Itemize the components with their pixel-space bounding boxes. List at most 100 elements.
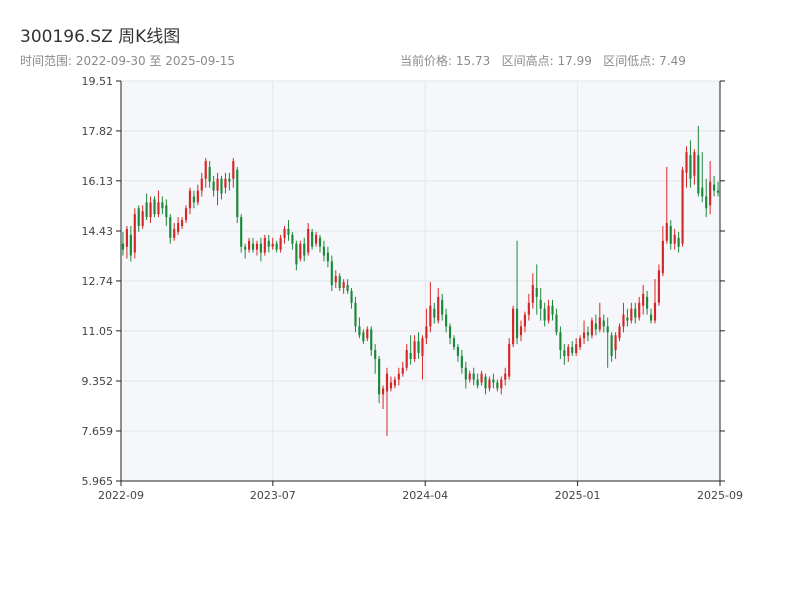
candle	[480, 370, 483, 386]
candle	[669, 220, 672, 250]
candle-body	[673, 234, 676, 244]
candle-body	[334, 276, 337, 283]
candle	[531, 273, 534, 309]
candle	[145, 193, 148, 221]
candle	[212, 175, 215, 197]
candle	[417, 332, 420, 359]
candle-body	[381, 388, 385, 395]
candle	[441, 293, 444, 321]
candle	[429, 282, 432, 333]
candle-body	[346, 285, 349, 291]
candle	[149, 196, 152, 224]
candle-body	[492, 379, 495, 383]
candle	[279, 234, 282, 253]
candle-body	[354, 302, 357, 327]
candle-body	[642, 293, 645, 306]
candle	[196, 184, 199, 206]
y-tick-label: 5.965	[82, 475, 114, 488]
candle-body	[448, 326, 452, 339]
candle	[646, 290, 649, 315]
candle-body	[421, 338, 424, 356]
candle	[311, 228, 314, 250]
candle	[425, 308, 428, 345]
candle	[157, 190, 160, 218]
candle-body	[267, 240, 270, 247]
candle	[488, 376, 491, 392]
candle-body	[512, 308, 515, 345]
candle-body	[677, 237, 680, 247]
candle-body	[630, 308, 633, 321]
candle	[512, 305, 515, 348]
candle-body	[579, 338, 582, 348]
candle-body	[445, 314, 448, 327]
candle	[614, 332, 617, 359]
y-tick-label: 16.13	[82, 175, 114, 188]
candle	[610, 332, 613, 362]
candle	[563, 344, 566, 365]
candle	[401, 361, 404, 377]
candle	[626, 308, 629, 327]
candle	[547, 299, 550, 324]
candle	[240, 214, 243, 253]
candle	[326, 246, 329, 268]
candle	[322, 240, 326, 262]
candle	[634, 302, 637, 324]
candle	[705, 178, 708, 218]
candle-body	[543, 308, 546, 321]
candle	[121, 231, 125, 256]
candle-body	[555, 314, 558, 333]
candle-body	[586, 332, 590, 336]
candle	[539, 288, 542, 321]
candle-body	[531, 285, 534, 303]
y-tick-label: 11.05	[82, 325, 114, 338]
candle	[504, 367, 507, 386]
candle	[358, 317, 361, 339]
candle	[476, 373, 479, 389]
candle	[192, 190, 195, 209]
candle-body	[653, 302, 657, 321]
candle	[468, 370, 471, 383]
candle	[464, 361, 467, 389]
candle-body	[287, 228, 290, 235]
candle	[165, 199, 168, 226]
candle-body	[665, 223, 668, 241]
candle-body	[236, 169, 239, 218]
candle-body	[216, 178, 219, 191]
candle	[602, 314, 605, 333]
candle	[472, 367, 475, 386]
y-tick-label: 7.659	[82, 425, 114, 438]
candle-body	[141, 211, 144, 226]
candle	[283, 225, 286, 244]
candle	[177, 217, 180, 235]
candle-body	[693, 152, 696, 176]
candle	[133, 208, 136, 259]
candle	[173, 223, 176, 241]
candle	[527, 293, 530, 321]
candle	[642, 285, 645, 315]
candle	[287, 220, 290, 241]
candle-body	[582, 332, 586, 339]
candle-body	[366, 329, 369, 339]
candle-body	[165, 205, 168, 218]
candle-body	[646, 296, 649, 309]
candle-body	[314, 234, 318, 244]
candle-body	[716, 190, 720, 193]
candle-body	[575, 344, 578, 353]
candle	[307, 223, 310, 256]
candle-body	[322, 246, 326, 256]
candle-body	[318, 237, 322, 247]
candle	[200, 172, 203, 197]
candle-body	[638, 302, 641, 318]
candle-body	[255, 243, 259, 250]
candle	[555, 308, 558, 336]
candle	[571, 341, 574, 356]
candle	[582, 320, 586, 345]
candle-body	[464, 367, 467, 380]
candle-body	[614, 335, 617, 351]
candle	[220, 175, 223, 200]
candle-body	[539, 299, 542, 309]
candle	[318, 234, 322, 253]
candle	[496, 379, 499, 392]
candle	[409, 335, 412, 365]
candle	[236, 166, 239, 224]
